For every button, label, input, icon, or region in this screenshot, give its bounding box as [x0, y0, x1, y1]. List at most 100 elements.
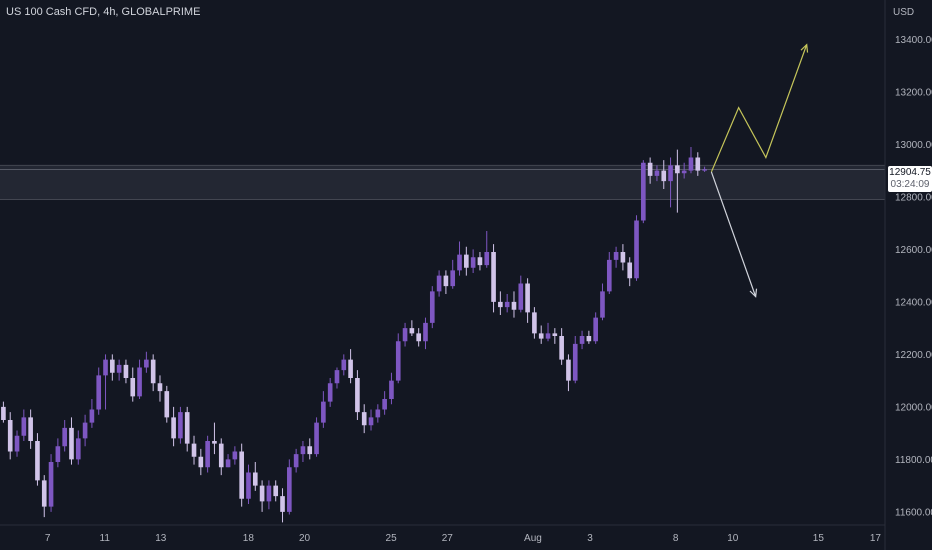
- candle-body: [681, 170, 687, 174]
- x-tick-label: 3: [587, 533, 593, 544]
- candle-body: [375, 409, 381, 418]
- candle-body: [443, 275, 449, 287]
- candle-body: [538, 333, 544, 339]
- x-tick-label: 15: [813, 533, 825, 544]
- x-tick-label: Aug: [524, 533, 542, 544]
- candle-body: [368, 417, 374, 426]
- candle-body: [218, 443, 224, 468]
- candle-body: [675, 165, 680, 174]
- candle-body: [579, 336, 585, 344]
- candle-body: [293, 454, 299, 468]
- candle-body: [1, 406, 6, 420]
- candle-body: [110, 359, 115, 373]
- candle-body: [620, 252, 626, 263]
- x-tick-label: 8: [673, 533, 679, 544]
- x-tick-label: 7: [45, 533, 51, 544]
- candle-body: [695, 157, 701, 171]
- candle-body: [232, 451, 238, 460]
- projection-arrowhead-up: [800, 43, 809, 53]
- candle-body: [545, 333, 551, 339]
- candle-body: [559, 336, 564, 360]
- candle-body: [504, 301, 510, 308]
- candle-body: [409, 328, 415, 334]
- candle-body: [457, 254, 462, 271]
- x-tick-label: 27: [442, 533, 454, 544]
- candle-body: [586, 336, 592, 342]
- currency-label: USD: [893, 7, 915, 18]
- candle-body: [477, 257, 483, 266]
- candle-body: [137, 367, 142, 397]
- resistance-zone: [0, 164, 885, 200]
- resistance-zone-band: [0, 165, 885, 200]
- candle-body: [341, 359, 347, 371]
- candle-body: [423, 322, 428, 342]
- candle-body: [566, 359, 571, 381]
- candle-body: [69, 427, 74, 460]
- candle-body: [191, 443, 197, 457]
- candle-body: [48, 462, 54, 507]
- candle-body: [647, 162, 653, 176]
- candle-body: [266, 485, 272, 502]
- candle-body: [606, 259, 612, 292]
- candle-body: [654, 170, 660, 176]
- candle-body: [402, 328, 408, 342]
- candle-body: [518, 283, 524, 310]
- y-tick-label: 12600.00: [895, 245, 932, 256]
- candle-body: [348, 359, 353, 378]
- candle-body: [62, 427, 67, 447]
- candle-body: [96, 375, 102, 410]
- candle-body: [14, 435, 20, 452]
- y-tick-label: 13000.00: [895, 140, 932, 151]
- candle-body: [116, 364, 122, 373]
- candle-body: [470, 257, 476, 268]
- candle-body: [389, 380, 394, 399]
- candle-body: [35, 441, 40, 481]
- candle-body: [382, 399, 387, 410]
- candle-body: [361, 412, 367, 426]
- x-tick-label: 25: [386, 533, 398, 544]
- candle-body: [89, 409, 95, 423]
- candle-body: [491, 252, 496, 302]
- candle-body: [239, 451, 244, 499]
- current-price-value: 12904.75: [889, 167, 931, 178]
- candle-body: [634, 220, 639, 279]
- candle-body: [627, 262, 633, 279]
- candle-body: [702, 169, 707, 171]
- candle-body: [123, 364, 129, 378]
- candle-body: [572, 343, 578, 381]
- candle-body: [28, 417, 33, 441]
- y-tick-label: 11800.00: [895, 455, 932, 466]
- projection-arrowhead-down: [749, 288, 758, 298]
- candle-body: [21, 417, 27, 436]
- candle-body: [150, 359, 156, 384]
- candle-body: [593, 317, 598, 342]
- candle-body: [436, 275, 442, 292]
- candle-body: [661, 170, 667, 182]
- candle-body: [287, 467, 292, 512]
- y-tick-label: 13200.00: [895, 87, 932, 98]
- candle-body: [259, 485, 265, 502]
- projection-path-up: [710, 44, 808, 173]
- candle-body: [600, 291, 605, 318]
- candle-body: [252, 472, 258, 486]
- y-tick-label: 12400.00: [895, 297, 932, 308]
- candle-body: [178, 412, 183, 439]
- candle-body: [334, 370, 340, 384]
- bar-countdown: 03:24:09: [890, 179, 930, 190]
- candle-body: [171, 417, 176, 439]
- candle-body: [395, 341, 401, 381]
- candle-body: [327, 383, 333, 402]
- candle-body: [41, 480, 47, 507]
- x-tick-label: 10: [727, 533, 739, 544]
- projection-path-down: [710, 171, 757, 297]
- candle-body: [280, 496, 285, 512]
- symbol-title: US 100 Cash CFD, 4h, GLOBALPRIME: [6, 6, 201, 18]
- candle-body: [484, 252, 490, 266]
- candle-body: [225, 459, 231, 468]
- candle-body: [688, 157, 694, 171]
- candle-body: [82, 422, 88, 439]
- candle-body: [464, 254, 469, 268]
